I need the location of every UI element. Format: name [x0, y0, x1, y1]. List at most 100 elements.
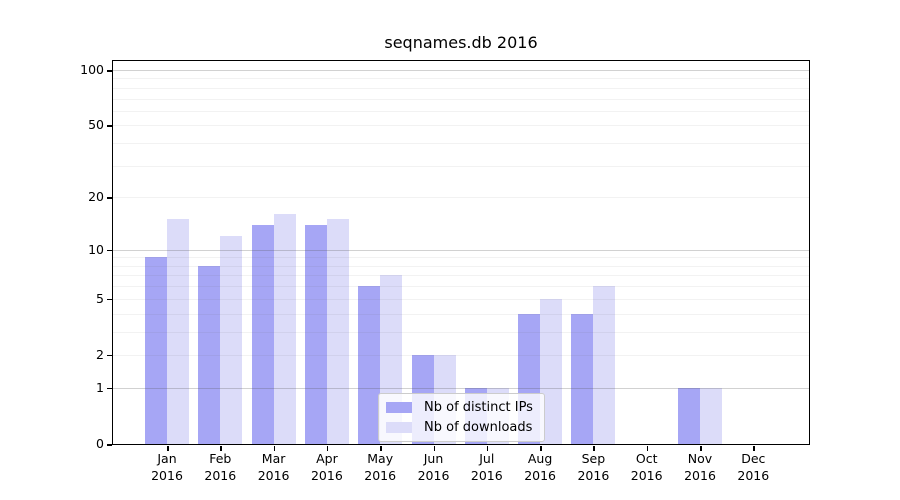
bar-downloads	[700, 387, 722, 444]
legend-label-downloads: Nb of downloads	[424, 420, 533, 435]
x-tick	[220, 446, 222, 451]
x-tick-year: 2016	[257, 467, 290, 483]
x-tick	[540, 446, 542, 451]
x-tick-month: May	[367, 451, 394, 466]
gridline-minor	[113, 354, 809, 356]
y-tick	[107, 249, 112, 252]
bar-distinct-ips	[358, 286, 381, 444]
y-tick	[107, 197, 112, 199]
x-tick-month: Mar	[261, 451, 286, 466]
x-tick-label: Oct 2016	[617, 451, 677, 484]
x-tick-year: 2016	[630, 467, 663, 483]
bar-downloads	[593, 286, 616, 444]
bar-downloads	[540, 298, 563, 444]
x-tick-label: Nov 2016	[670, 451, 730, 484]
y-tick	[107, 125, 112, 127]
gridline-minor	[113, 125, 809, 127]
gridline-major	[113, 249, 809, 251]
x-tick-year: 2016	[577, 467, 610, 483]
legend-swatch-downloads	[386, 422, 412, 433]
bar-downloads	[220, 236, 243, 444]
x-tick	[380, 446, 382, 451]
y-tick	[107, 298, 112, 301]
x-tick	[167, 446, 169, 451]
bar-distinct-ips	[251, 224, 274, 444]
bar-downloads	[167, 219, 189, 444]
x-tick	[433, 446, 435, 451]
x-tick	[700, 446, 702, 451]
x-tick-label: May 2016	[350, 451, 410, 484]
gridline-minor	[113, 298, 809, 300]
gridline-minor	[113, 257, 809, 259]
x-tick-label: Sep 2016	[563, 451, 623, 484]
x-tick-label: Aug 2016	[510, 451, 570, 484]
x-tick	[593, 446, 595, 451]
gridline-minor	[113, 143, 809, 145]
legend-label-distinct-ips: Nb of distinct IPs	[424, 400, 533, 415]
x-tick-month: Aug	[527, 451, 553, 466]
gridline-minor	[113, 286, 809, 288]
x-tick-month: Jan	[157, 451, 177, 466]
legend-swatch-distinct-ips	[386, 402, 412, 413]
gridline-minor	[113, 275, 809, 277]
x-tick	[486, 446, 489, 451]
gridline-minor	[113, 331, 809, 333]
x-tick-label: Dec 2016	[723, 451, 783, 484]
y-tick-label: 20	[88, 189, 104, 205]
x-tick-label: Jan 2016	[137, 451, 197, 484]
gridline-minor	[113, 87, 809, 89]
y-tick	[107, 387, 112, 390]
y-tick-label: 50	[88, 117, 104, 133]
x-tick-year: 2016	[737, 467, 770, 483]
gridline-minor	[113, 78, 809, 80]
y-tick-label: 1	[96, 379, 104, 395]
y-tick-label: 2	[96, 346, 104, 362]
y-tick	[107, 70, 112, 72]
x-tick-year: 2016	[684, 467, 716, 483]
gridline-minor	[113, 313, 809, 315]
bar-distinct-ips	[678, 387, 700, 444]
gridline-major	[113, 387, 809, 389]
plot-area	[112, 60, 810, 445]
gridline-minor	[113, 98, 809, 100]
bar-distinct-ips	[571, 313, 594, 444]
x-tick-month: Feb	[209, 451, 232, 466]
x-tick-year: 2016	[151, 467, 183, 483]
bar-distinct-ips	[198, 265, 221, 444]
legend-item-downloads: Nb of downloads	[386, 419, 533, 436]
bar-distinct-ips	[145, 257, 167, 444]
x-tick-year: 2016	[204, 467, 237, 483]
x-tick-month: Jul	[479, 451, 495, 466]
gridline-minor	[113, 265, 809, 267]
x-tick-month: Apr	[316, 451, 338, 466]
y-tick-label: 100	[80, 62, 104, 77]
x-tick-label: Mar 2016	[244, 451, 304, 484]
x-tick	[273, 446, 276, 451]
gridline-minor	[113, 110, 809, 112]
x-tick-month: Sep	[581, 451, 606, 466]
x-tick-label: Feb 2016	[190, 451, 250, 484]
x-tick-month: Nov	[687, 451, 713, 466]
x-tick	[753, 446, 755, 451]
gridline-minor	[113, 165, 809, 167]
x-tick	[646, 446, 649, 451]
grid-layer	[113, 61, 809, 444]
y-tick-label: 5	[96, 290, 104, 306]
y-tick-label: 10	[88, 241, 104, 257]
x-tick-year: 2016	[524, 467, 556, 483]
x-tick-year: 2016	[417, 467, 450, 483]
x-tick-year: 2016	[310, 467, 343, 483]
chart-title: seqnames.db 2016	[384, 33, 538, 52]
legend: Nb of distinct IPs Nb of downloads	[378, 393, 545, 442]
x-tick-month: Oct	[635, 451, 658, 466]
x-tick-label: Jul 2016	[457, 451, 517, 484]
bar-distinct-ips	[304, 224, 327, 444]
x-tick-month: Dec	[741, 451, 766, 466]
gridline-minor	[113, 197, 809, 199]
bar-downloads	[326, 219, 349, 444]
x-tick-year: 2016	[470, 467, 503, 483]
x-tick-month: Jun	[423, 451, 444, 466]
y-tick	[107, 354, 112, 357]
y-tick-label: 0	[96, 436, 104, 451]
